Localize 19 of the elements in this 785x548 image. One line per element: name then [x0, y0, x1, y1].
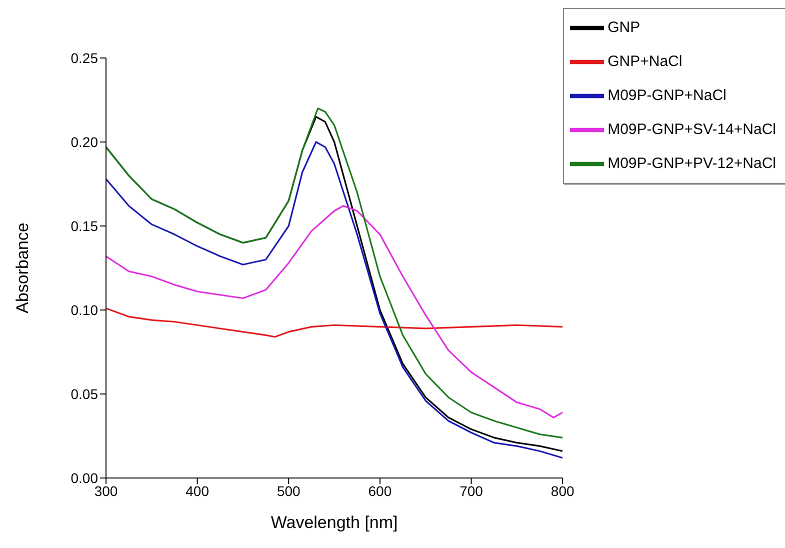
- legend-label: GNP: [608, 19, 640, 36]
- x-tick-label: 800: [550, 482, 574, 499]
- legend-label: M09P-GNP+SV-14+NaCl: [608, 121, 776, 138]
- legend-label: GNP+NaCl: [608, 53, 682, 70]
- y-tick-label: 0.20: [70, 134, 98, 150]
- legend-label: M09P-GNP+NaCl: [608, 87, 726, 104]
- y-tick-label: 0.10: [70, 302, 98, 318]
- x-axis-title: Wavelength [nm]: [270, 513, 398, 532]
- x-tick-label: 700: [460, 482, 484, 499]
- y-axis-title: Absorbance: [13, 222, 32, 314]
- y-tick-label: 0.15: [70, 218, 98, 234]
- legend-label: M09P-GNP+PV-12+NaCl: [608, 155, 776, 172]
- y-tick-label: 0.05: [70, 386, 98, 402]
- line-series: [106, 308, 563, 338]
- x-tick-label: 600: [368, 482, 392, 499]
- x-tick-label: 400: [186, 482, 210, 499]
- x-tick-label: 500: [276, 482, 301, 499]
- line-series: [106, 205, 563, 418]
- y-tick-label: 0.25: [70, 50, 98, 66]
